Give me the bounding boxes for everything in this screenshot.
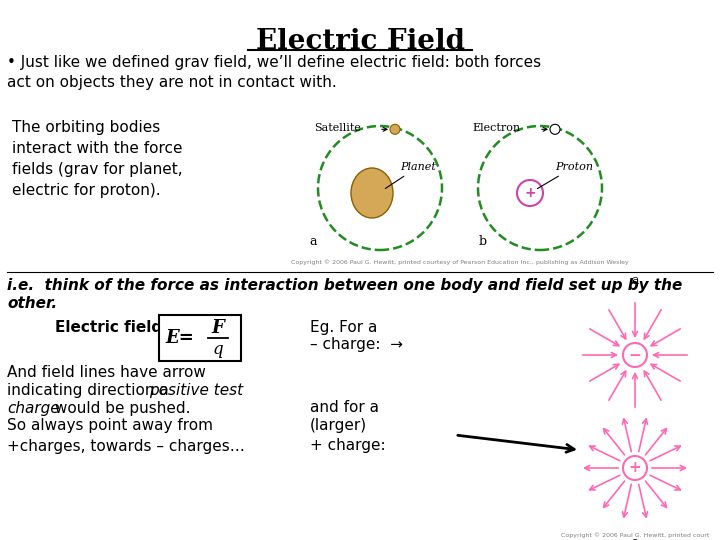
Text: Electric field,: Electric field,: [55, 320, 173, 335]
Text: • Just like we defined grav field, we’ll define electric field: both forces
act : • Just like we defined grav field, we’ll…: [7, 55, 541, 90]
Text: would be pushed.: would be pushed.: [50, 401, 191, 416]
Text: Eg. For a: Eg. For a: [310, 320, 377, 335]
Text: E=: E=: [165, 329, 194, 347]
Text: F: F: [212, 319, 225, 337]
Text: b: b: [479, 235, 487, 248]
Text: Planet: Planet: [385, 162, 436, 188]
Circle shape: [623, 343, 647, 367]
Text: Copyright © 2006 Paul G. Hewitt, printed courtesy of Pearson Education Inc., pub: Copyright © 2006 Paul G. Hewitt, printed…: [291, 259, 629, 265]
Text: Proton: Proton: [537, 162, 593, 188]
Text: a: a: [631, 274, 639, 287]
Text: – charge:  →: – charge: →: [310, 337, 403, 352]
Text: The orbiting bodies
interact with the force
fields (grav for planet,
electric fo: The orbiting bodies interact with the fo…: [12, 120, 183, 198]
Text: charge: charge: [7, 401, 60, 416]
Text: +: +: [524, 186, 536, 200]
Text: positive test: positive test: [149, 383, 243, 398]
Text: (larger): (larger): [310, 418, 367, 433]
Text: + charge:: + charge:: [310, 438, 386, 453]
Circle shape: [550, 124, 560, 134]
Circle shape: [623, 456, 647, 480]
Text: Electron: Electron: [473, 123, 521, 133]
Text: −: −: [629, 348, 642, 362]
Text: i.e.  think of the force as interaction between one body and field set up by the: i.e. think of the force as interaction b…: [7, 278, 683, 293]
Text: And field lines have arrow: And field lines have arrow: [7, 365, 206, 380]
Text: and for a: and for a: [310, 400, 379, 415]
Text: Electric Field: Electric Field: [256, 28, 464, 55]
Text: q: q: [212, 341, 223, 357]
Circle shape: [390, 124, 400, 134]
Text: other.: other.: [7, 296, 57, 311]
Text: +: +: [629, 461, 642, 476]
Text: a: a: [631, 536, 639, 540]
Ellipse shape: [351, 168, 393, 218]
Text: a: a: [310, 235, 317, 248]
Text: indicating direction a: indicating direction a: [7, 383, 174, 398]
Text: Copyright © 2006 Paul G. Hewitt, printed court: Copyright © 2006 Paul G. Hewitt, printed…: [561, 532, 709, 538]
Circle shape: [517, 180, 543, 206]
FancyBboxPatch shape: [159, 315, 241, 361]
Text: So always point away from
+charges, towards – charges…: So always point away from +charges, towa…: [7, 418, 245, 454]
Text: Satellite: Satellite: [314, 123, 361, 133]
